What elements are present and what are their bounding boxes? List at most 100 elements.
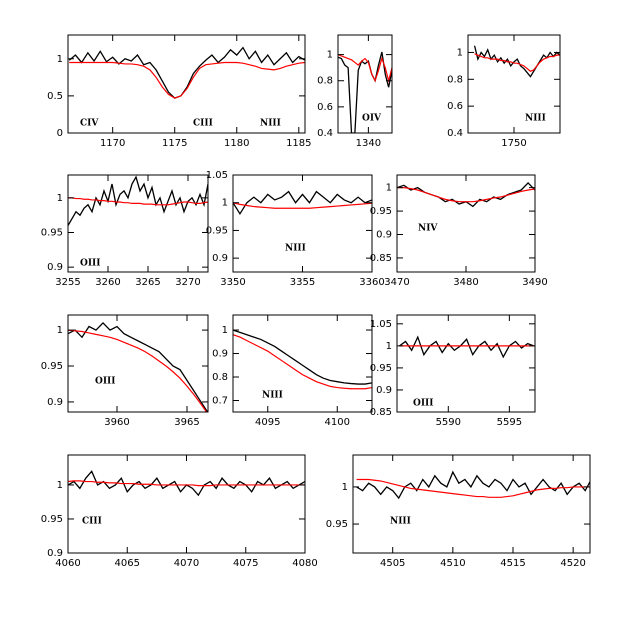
y-tick-label: 0.95	[41, 361, 63, 372]
y-tick-label: 0.95	[370, 363, 392, 374]
y-tick-label: 1	[222, 198, 228, 209]
x-tick-label: 1185	[286, 138, 311, 149]
ion-label: OIII	[413, 399, 433, 409]
panel: 3255 3260 3265 3270 0.9 0.95 1 OIII	[41, 174, 209, 288]
spectrum-line	[338, 54, 392, 84]
x-tick-label: 4520	[560, 558, 585, 569]
y-tick-label: 0	[57, 128, 63, 139]
y-tick-label: 0.9	[212, 253, 228, 264]
x-tick-label: 5590	[436, 417, 461, 428]
plot-frame	[67, 314, 209, 413]
y-tick-label: 0.9	[47, 397, 63, 408]
spectrum-line	[233, 190, 372, 216]
spectrum-line	[338, 51, 392, 133]
x-tick-label: 3260	[95, 277, 120, 288]
x-tick-label: 1170	[100, 138, 125, 149]
panel: 4060 4065 4070 4075 4080 0.9 0.95 1 CIII	[41, 454, 318, 569]
spectrum-line	[68, 329, 208, 412]
panel: 3960 3965 0.9 0.95 1 OIII	[41, 314, 209, 428]
ion-label: NIII	[260, 119, 281, 129]
y-tick-label: 0.7	[212, 395, 228, 406]
spectrum-line	[68, 175, 208, 226]
y-tick-label: 1	[342, 482, 348, 493]
y-tick-label: 1	[327, 50, 333, 61]
spectrum-line	[69, 61, 305, 99]
x-tick-label: 4505	[380, 558, 405, 569]
x-tick-label: 3350	[220, 277, 245, 288]
y-tick-label: 1	[57, 193, 63, 204]
y-tick-label: 1	[57, 54, 63, 65]
ion-label: NIII	[390, 517, 411, 527]
spectrum-line	[233, 334, 372, 390]
ion-label: OIII	[95, 377, 115, 387]
plot-frame	[467, 34, 561, 134]
spectrum-line	[68, 46, 305, 99]
x-tick-label: 5595	[497, 417, 522, 428]
y-tick-label: 0.4	[317, 128, 333, 139]
spectrum-line	[68, 197, 208, 206]
x-tick-label: 3270	[175, 277, 200, 288]
y-tick-label: 0.85	[370, 253, 392, 264]
panel: 4505 4510 4515 4520 0.95 1 NIII	[326, 454, 591, 569]
plot-frame	[67, 454, 306, 554]
spectrum-line	[399, 335, 535, 359]
y-tick-label: 0.95	[326, 519, 348, 530]
spectrum-line	[233, 202, 372, 209]
ion-label: OIII	[80, 259, 100, 269]
x-tick-label: 4070	[174, 558, 199, 569]
panel: 5590 5595 0.85 0.9 0.95 1 1.05 OIII	[370, 314, 536, 428]
y-tick-label: 0.9	[212, 349, 228, 360]
y-tick-label: 0.9	[376, 385, 392, 396]
x-tick-label: 3470	[384, 277, 409, 288]
y-tick-label: 0.9	[47, 548, 63, 559]
ion-label: CIII	[193, 119, 213, 129]
x-tick-label: 4080	[292, 558, 317, 569]
y-tick-label: 0.6	[317, 102, 333, 113]
plot-frame	[232, 174, 373, 273]
spectrum-line	[474, 53, 560, 72]
panel: 1340 0.4 0.6 0.8 1 OIV	[317, 34, 393, 149]
y-tick-label: 0.95	[206, 225, 228, 236]
plot-frame	[67, 174, 209, 273]
plot-frame	[352, 454, 591, 554]
y-tick-label: 0.8	[447, 74, 463, 85]
plot-frame	[396, 314, 536, 413]
x-tick-label: 3255	[55, 277, 80, 288]
x-tick-label: 3360	[359, 277, 384, 288]
y-tick-label: 0.95	[41, 514, 63, 525]
x-tick-label: 3265	[135, 277, 160, 288]
ion-label: NIII	[525, 114, 546, 124]
y-tick-label: 0.95	[370, 206, 392, 217]
spectrum-line	[233, 329, 372, 385]
ion-label: CIV	[80, 119, 99, 129]
x-tick-label: 3960	[104, 417, 129, 428]
y-tick-label: 0.8	[317, 76, 333, 87]
x-tick-label: 3355	[290, 277, 315, 288]
y-tick-label: 1	[57, 325, 63, 336]
ion-label: CIII	[82, 517, 102, 527]
spectrum-line	[397, 182, 535, 208]
x-tick-label: 3490	[522, 277, 547, 288]
spectrum-line	[356, 478, 590, 498]
spectrum-line	[397, 187, 535, 203]
y-tick-label: 1	[386, 341, 392, 352]
y-tick-label: 0.95	[41, 228, 63, 239]
y-tick-label: 0.85	[370, 407, 392, 418]
x-tick-label: 4510	[440, 558, 465, 569]
panel: 3470 3480 3490 0.85 0.9 0.95 1 NIV	[370, 174, 548, 288]
plot-frame	[67, 34, 306, 134]
spectrum-line	[68, 480, 305, 487]
panel: 1750 0.4 0.6 0.8 1 NIII	[447, 34, 561, 149]
spectrum-line	[68, 470, 305, 497]
y-tick-label: 0.8	[212, 372, 228, 383]
x-tick-label: 3480	[453, 277, 478, 288]
y-tick-label: 1	[386, 183, 392, 194]
x-tick-label: 4065	[115, 558, 140, 569]
x-tick-label: 1180	[224, 138, 249, 149]
y-tick-label: 1	[222, 325, 228, 336]
y-tick-label: 1.05	[370, 319, 392, 330]
x-tick-label: 3965	[174, 417, 199, 428]
spectrum-line	[356, 470, 590, 500]
y-tick-label: 1	[457, 47, 463, 58]
